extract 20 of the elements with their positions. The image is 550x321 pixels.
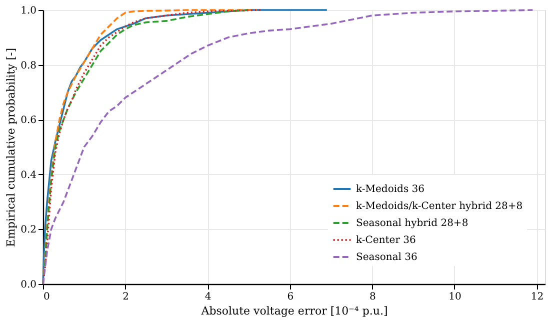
- y-tick-label: 0.4: [20, 170, 36, 181]
- legend-label: Seasonal 36: [356, 252, 418, 263]
- legend-label: Seasonal hybrid 28+8: [356, 218, 468, 229]
- legend-label: k-Medoids 36: [356, 184, 424, 195]
- x-tick-label: 12: [530, 292, 544, 302]
- x-tick-label: 2: [122, 292, 129, 302]
- x-tick-label: 4: [204, 292, 212, 302]
- y-tick-label: 0.8: [20, 60, 36, 72]
- legend-label: k-Medoids/k-Center hybrid 28+8: [356, 201, 523, 212]
- x-tick-label: 10: [448, 292, 462, 302]
- x-tick-label: 6: [287, 292, 294, 302]
- y-tick-label: 0.6: [20, 115, 36, 126]
- x-axis-title: Absolute voltage error [10⁻⁴ p.u.]: [200, 304, 388, 318]
- legend-label: k-Center 36: [356, 235, 416, 246]
- x-tick-label: 8: [369, 292, 376, 302]
- x-tick-label: 0: [44, 292, 50, 302]
- y-tick-label: 1.0: [20, 6, 36, 16]
- y-tick-label: 0.2: [20, 224, 36, 236]
- y-axis-title: Empirical cumulative probability [-]: [4, 48, 18, 248]
- y-tick-label: 0.0: [20, 280, 36, 290]
